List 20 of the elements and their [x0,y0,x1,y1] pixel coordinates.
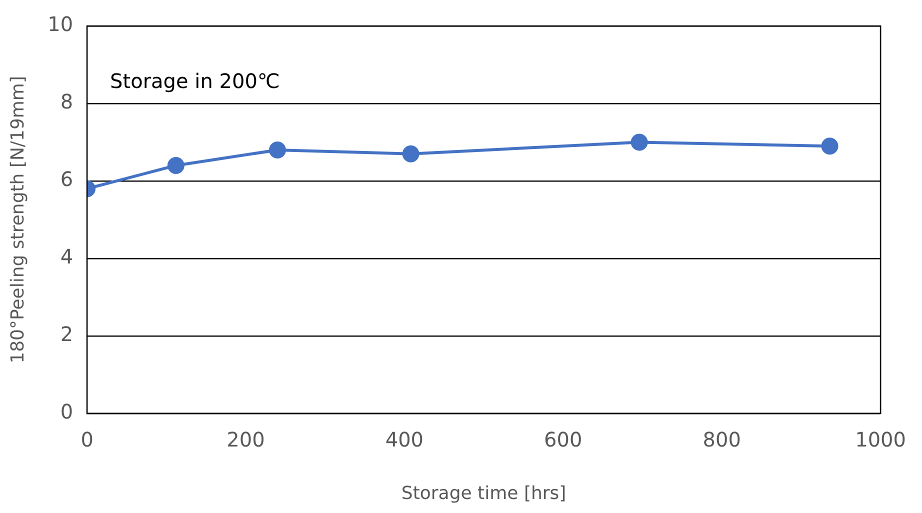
x-axis-title: Storage time [hrs] [401,482,566,504]
point [821,138,838,155]
x-tick-label: 1000 [855,428,906,452]
point [167,156,184,174]
y-tick-label: 4 [60,244,74,269]
point [402,145,420,162]
y-tick-label: 6 [60,167,74,192]
point [268,141,286,158]
y-axis-title: 180°Peeling strength [N/19mm] [7,76,28,364]
y-tick-label: 10 [48,12,74,36]
x-tick-label: 600 [544,428,582,452]
y-tick-label: 0 [60,400,74,424]
x-tick-label: 200 [226,428,265,452]
x-tick-label: 400 [385,428,424,452]
annotation: Storage in 200℃ [110,69,280,94]
y-tick-label: 8 [60,90,74,114]
x-tick-label: 800 [702,428,741,452]
x-tick-label: 0 [80,428,94,452]
y-tick-label: 2 [60,322,74,346]
point [630,134,648,151]
